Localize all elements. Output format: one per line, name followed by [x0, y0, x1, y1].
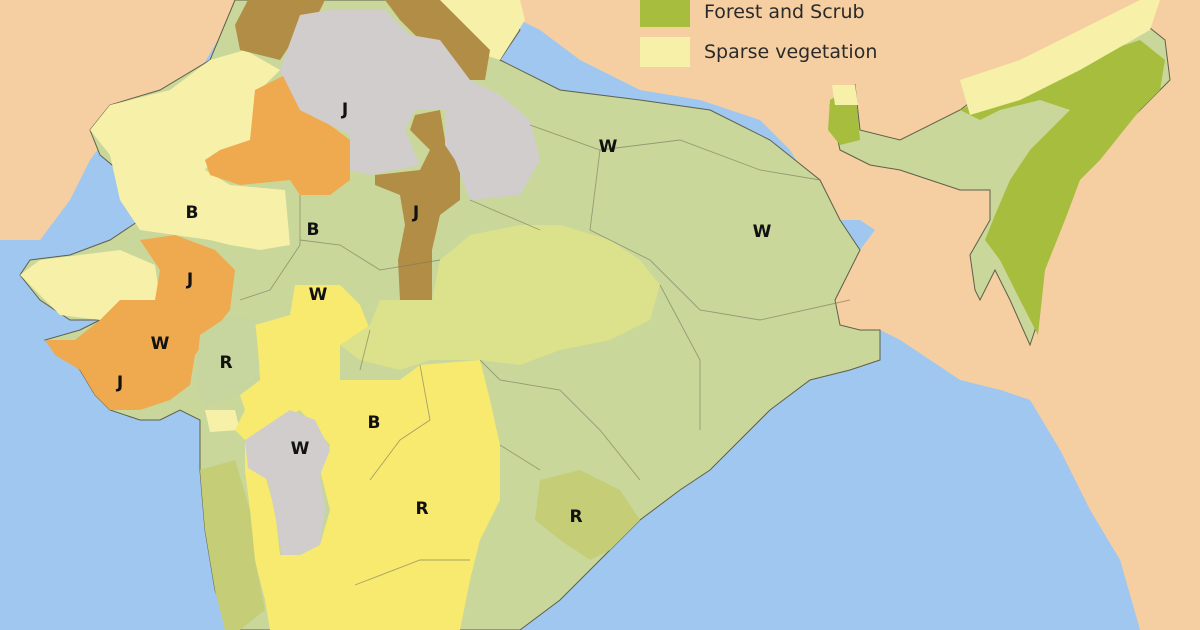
sparse-veg-rajasthan — [90, 50, 290, 250]
sparse-veg-north — [440, 0, 525, 60]
grey-zone-north — [280, 10, 540, 200]
region-label-gangetic-w: W — [599, 137, 618, 157]
internal-borders — [239, 124, 851, 586]
region-label-east-r: R — [569, 507, 582, 527]
region-label-west-r: R — [219, 353, 232, 373]
region-label-gujarat-j-north: J — [186, 270, 193, 290]
sparse-veg-goa — [205, 410, 240, 432]
orange-zone-rajasthan — [205, 70, 350, 195]
sage-zone-west — [195, 315, 260, 405]
legend-label-sparse-vegetation: Sparse vegetation — [704, 41, 878, 63]
legend-item-forest-scrub: Forest and Scrub — [640, 0, 877, 32]
legend: Forest and Scrub Sparse vegetation — [640, 0, 877, 72]
region-label-central-b: B — [307, 220, 320, 240]
region-label-north-j: J — [341, 100, 348, 120]
forest-scrub-swatch — [640, 0, 690, 27]
sparse-vegetation-swatch — [640, 37, 690, 67]
legend-item-sparse-vegetation: Sparse vegetation — [640, 32, 877, 72]
sparse-veg-sikkim — [832, 85, 858, 105]
sparse-veg-northeast-strip — [960, 0, 1160, 115]
region-label-deccan-r: R — [415, 499, 428, 519]
brown-zone-central — [375, 110, 460, 300]
olive-zone-odisha — [535, 470, 640, 560]
region-label-central-j: J — [412, 203, 419, 223]
region-label-deccan-b: B — [368, 413, 381, 433]
region-label-east-w: W — [753, 222, 772, 242]
region-label-gujarat-w: W — [151, 334, 170, 354]
outer-land-sea-cut — [860, 330, 1140, 630]
olive-zone-western-ghats — [200, 460, 265, 630]
pale-green-central — [340, 225, 660, 370]
region-label-central-w: W — [309, 285, 328, 305]
region-label-deccan-w: W — [291, 439, 310, 459]
legend-label-forest-scrub: Forest and Scrub — [704, 1, 865, 23]
orange-zone-gujarat — [45, 235, 235, 410]
region-label-gujarat-j-south: J — [116, 373, 123, 393]
grey-zone-deccan-top — [245, 410, 330, 555]
forest-scrub-northeast — [960, 40, 1165, 335]
region-label-rajasthan-b: B — [186, 203, 199, 223]
